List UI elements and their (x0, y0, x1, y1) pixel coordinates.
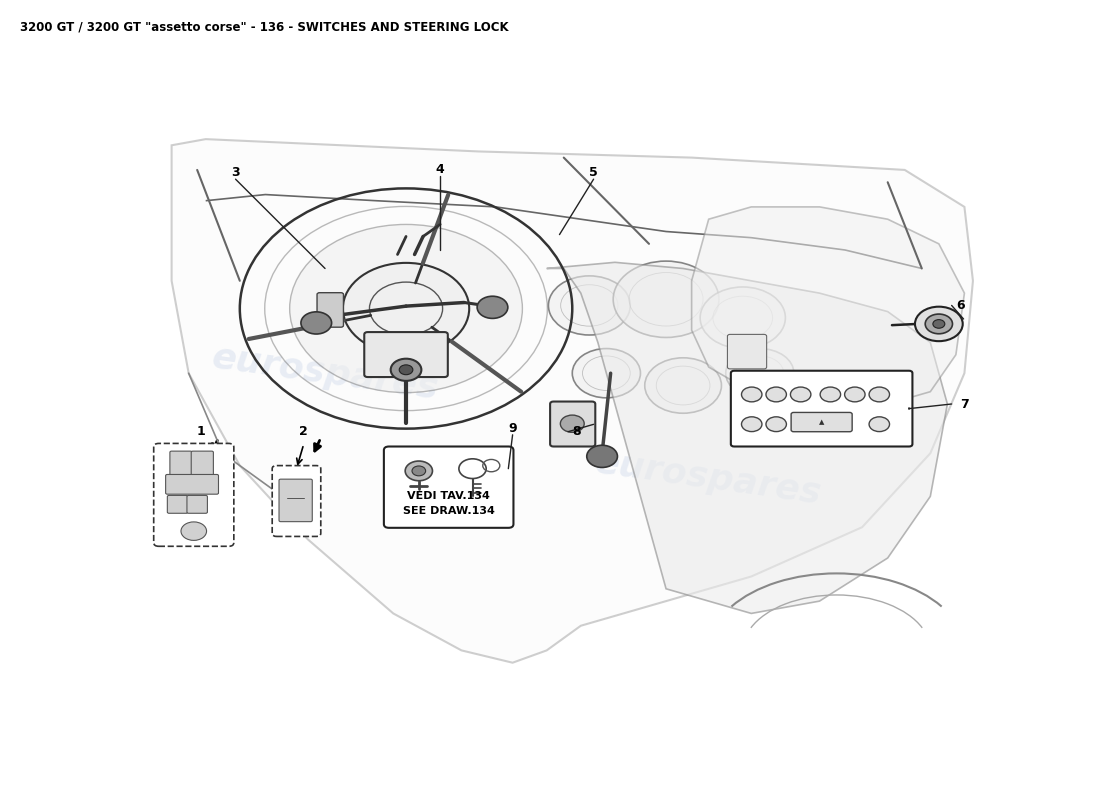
Circle shape (343, 263, 470, 354)
Circle shape (572, 349, 640, 398)
Text: eurospares: eurospares (209, 341, 441, 406)
Text: 1: 1 (197, 426, 206, 438)
Text: 3200 GT / 3200 GT "assetto corse" - 136 - SWITCHES AND STEERING LOCK: 3200 GT / 3200 GT "assetto corse" - 136 … (20, 20, 508, 33)
FancyBboxPatch shape (550, 402, 595, 446)
Circle shape (925, 314, 953, 334)
Circle shape (399, 365, 412, 374)
Circle shape (766, 417, 786, 431)
Text: 6: 6 (956, 299, 965, 312)
FancyBboxPatch shape (167, 495, 188, 514)
Circle shape (560, 415, 584, 432)
Text: VEDI TAV.134: VEDI TAV.134 (407, 491, 491, 501)
FancyBboxPatch shape (791, 413, 852, 432)
FancyBboxPatch shape (191, 451, 213, 477)
Circle shape (791, 387, 811, 402)
Circle shape (586, 446, 617, 467)
Circle shape (869, 387, 890, 402)
PathPatch shape (547, 262, 947, 614)
Text: ▲: ▲ (818, 419, 824, 426)
Text: 3: 3 (231, 166, 240, 179)
FancyBboxPatch shape (384, 446, 514, 528)
Circle shape (915, 306, 962, 341)
Circle shape (289, 225, 522, 393)
Circle shape (549, 276, 630, 335)
FancyBboxPatch shape (730, 370, 912, 446)
Circle shape (412, 466, 426, 476)
FancyBboxPatch shape (364, 332, 448, 377)
Circle shape (405, 461, 432, 481)
Circle shape (645, 358, 722, 414)
Circle shape (741, 387, 762, 402)
FancyBboxPatch shape (187, 495, 208, 514)
Circle shape (182, 522, 207, 540)
Circle shape (390, 358, 421, 381)
PathPatch shape (172, 139, 972, 662)
FancyBboxPatch shape (727, 334, 767, 369)
Text: 4: 4 (436, 163, 444, 177)
PathPatch shape (692, 207, 965, 404)
Circle shape (869, 417, 890, 431)
Circle shape (821, 387, 840, 402)
Text: 2: 2 (299, 426, 308, 438)
Circle shape (726, 349, 794, 398)
Text: 5: 5 (590, 166, 598, 179)
Circle shape (613, 261, 719, 338)
Text: 7: 7 (960, 398, 969, 410)
Text: 8: 8 (572, 426, 581, 438)
Circle shape (477, 296, 508, 318)
Text: SEE DRAW.134: SEE DRAW.134 (403, 506, 495, 516)
FancyBboxPatch shape (169, 451, 192, 477)
FancyBboxPatch shape (317, 293, 343, 327)
FancyBboxPatch shape (166, 474, 219, 494)
FancyBboxPatch shape (154, 443, 234, 546)
Circle shape (700, 287, 785, 349)
FancyBboxPatch shape (272, 466, 321, 537)
Circle shape (845, 387, 865, 402)
FancyBboxPatch shape (279, 479, 312, 522)
Text: 9: 9 (508, 422, 517, 435)
Circle shape (741, 417, 762, 431)
Text: eurospares: eurospares (593, 445, 824, 510)
Circle shape (933, 320, 945, 328)
Circle shape (766, 387, 786, 402)
Circle shape (301, 312, 331, 334)
